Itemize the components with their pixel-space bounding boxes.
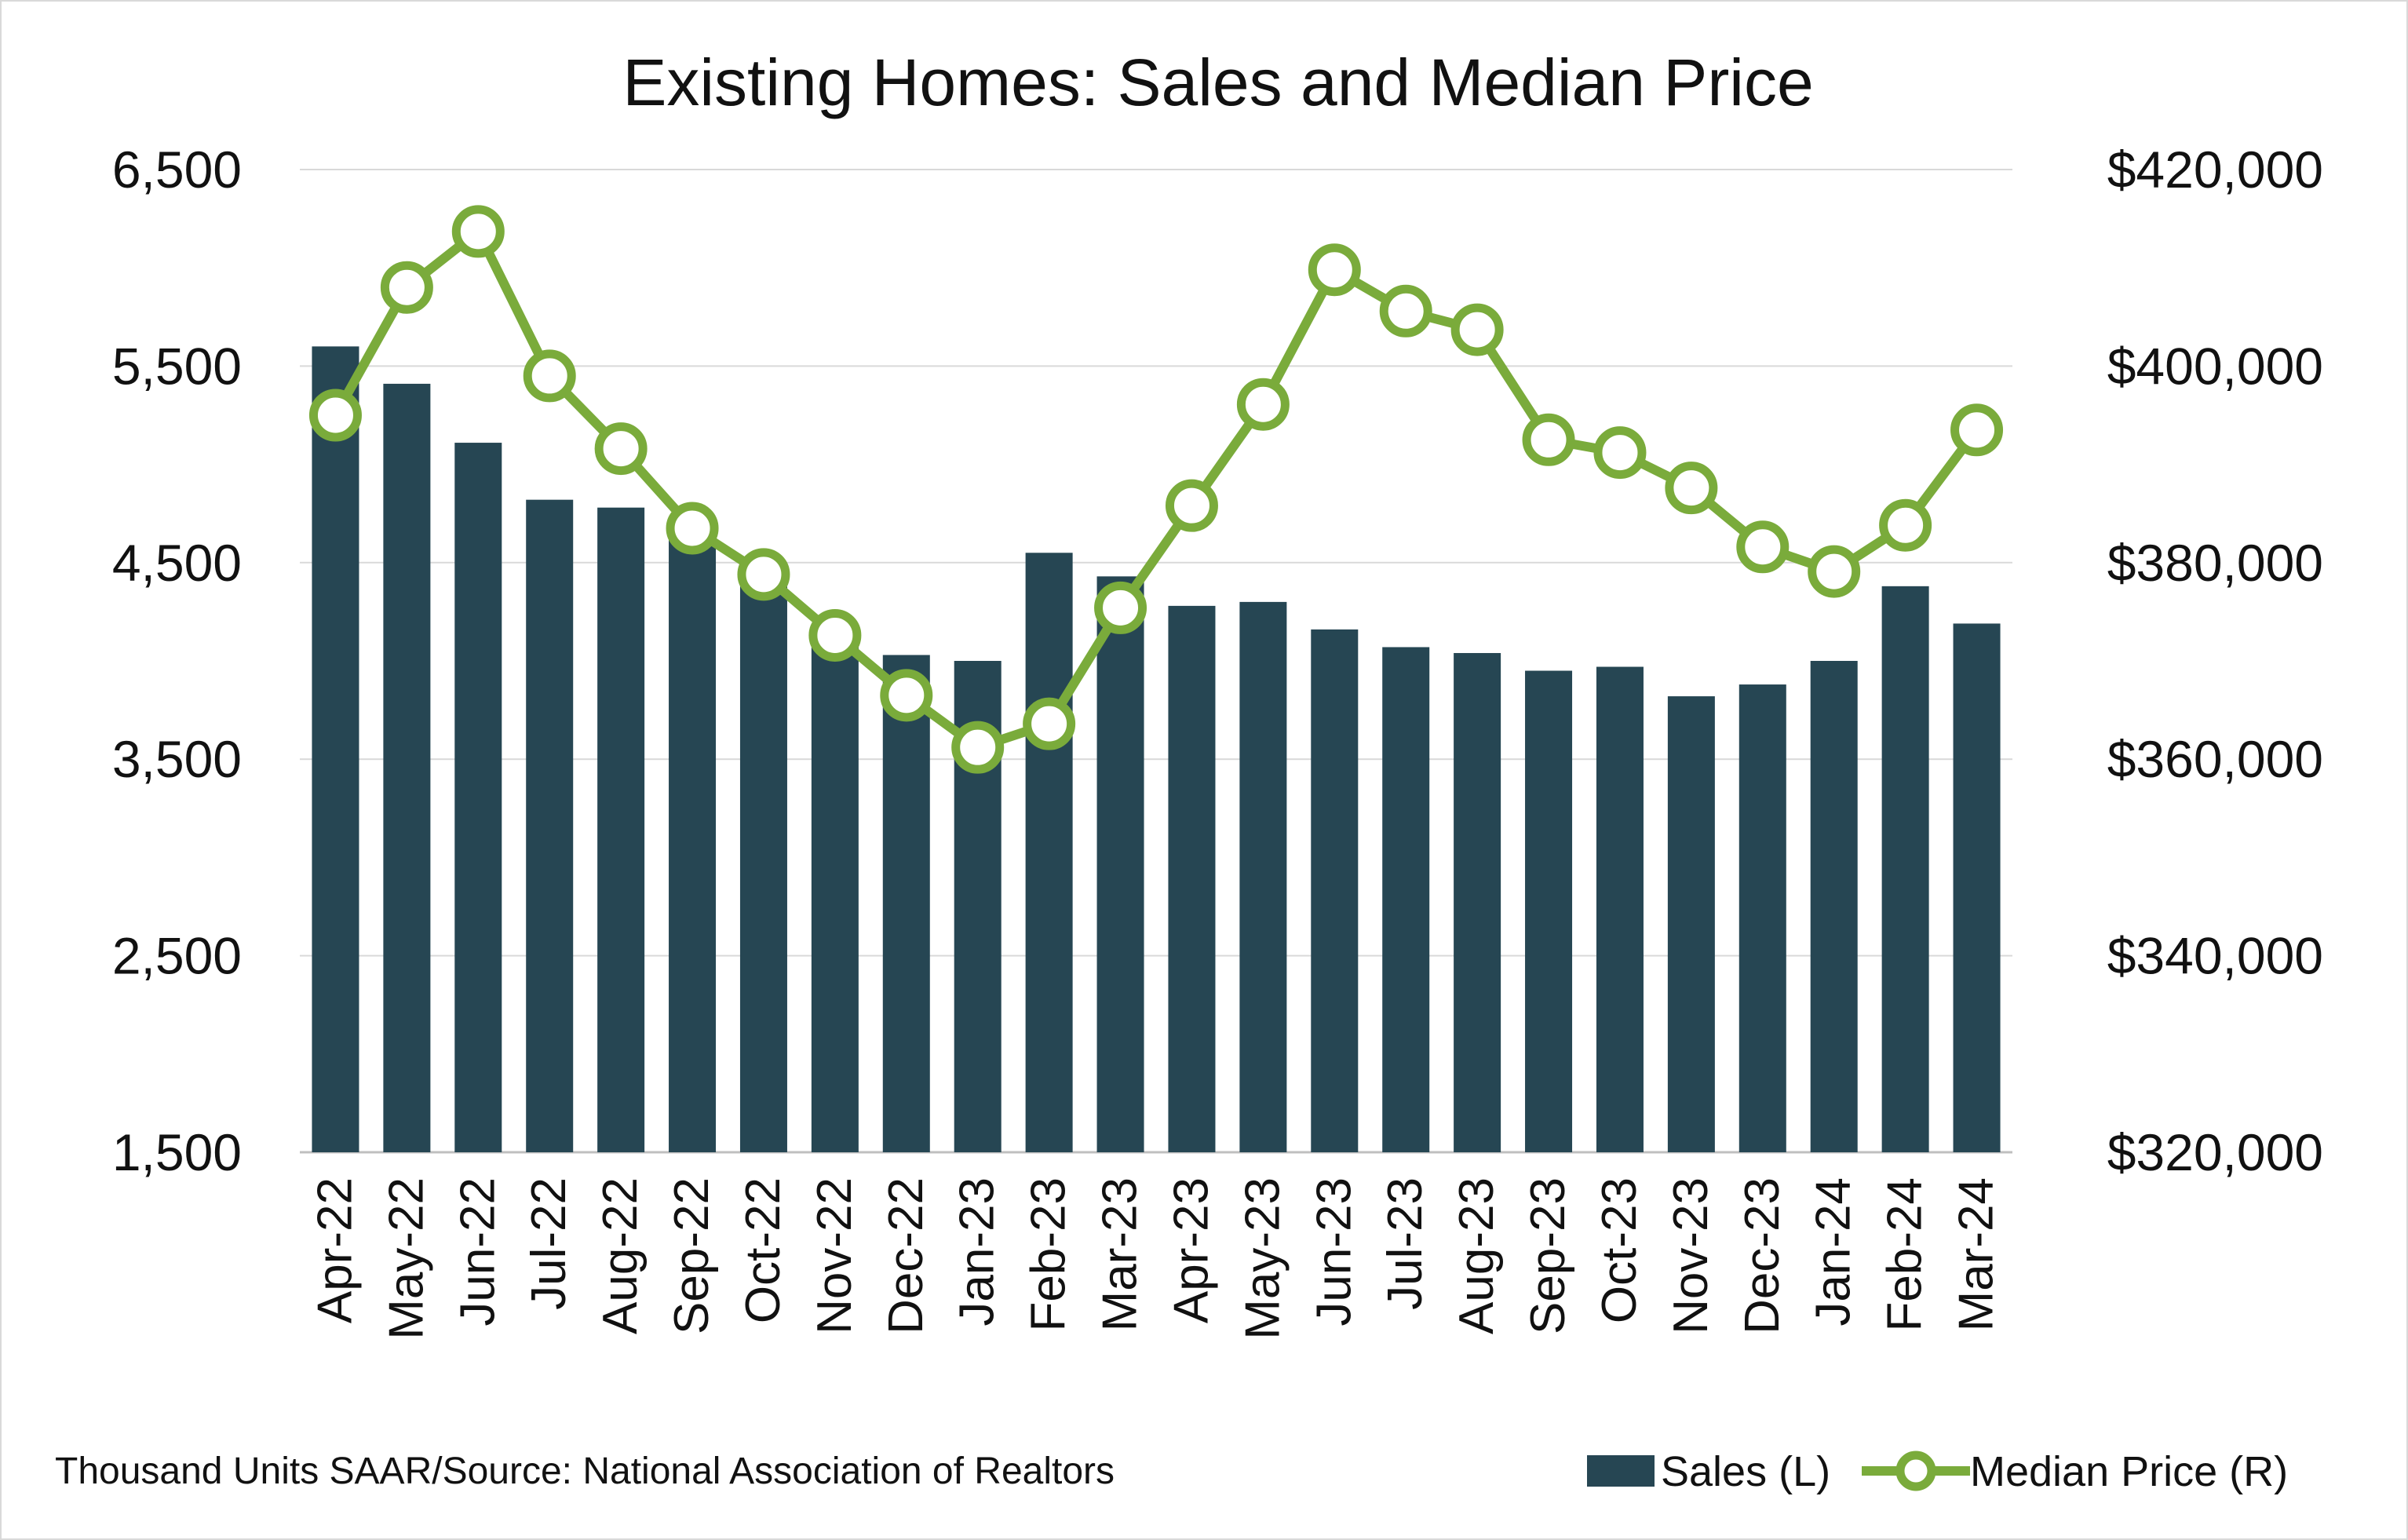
median-price-point xyxy=(1308,243,1361,297)
source-footnote: Thousand Units SAAR/Source: National Ass… xyxy=(55,1451,1115,1492)
sales-bar xyxy=(1382,647,1430,1152)
median-price-point xyxy=(451,205,505,258)
median-price-point xyxy=(1736,520,1790,574)
x-axis-tick-label: Nov-22 xyxy=(808,1177,862,1334)
median-price-point xyxy=(1165,479,1218,532)
sales-bar xyxy=(1239,601,1287,1152)
x-axis-tick-label: Sep-23 xyxy=(1521,1177,1575,1334)
median-price-point xyxy=(1593,426,1647,480)
x-axis-tick-label: May-23 xyxy=(1235,1177,1290,1340)
x-axis-tick-label: Feb-24 xyxy=(1878,1177,1932,1331)
sales-bar xyxy=(526,499,574,1152)
gridlines xyxy=(300,169,2012,1154)
median-price-point xyxy=(594,422,648,476)
left-axis-tick-label: 2,500 xyxy=(112,927,242,985)
median-price-point xyxy=(1379,284,1432,338)
sales-bar xyxy=(1953,623,2001,1152)
x-axis-tick-label: Sep-22 xyxy=(665,1177,719,1334)
x-axis-tick-label: Mar-23 xyxy=(1093,1177,1147,1331)
x-axis-tick-label: Nov-23 xyxy=(1664,1177,1718,1334)
right-axis-tick-label: $380,000 xyxy=(2107,534,2323,592)
x-axis-tick-label: Jan-24 xyxy=(1807,1177,1861,1327)
x-axis-tick-label: Oct-23 xyxy=(1593,1177,1647,1323)
x-axis-tick-label: Apr-22 xyxy=(308,1177,362,1323)
median-price-path xyxy=(331,226,1981,753)
sales-bar xyxy=(811,643,859,1152)
median-price-point xyxy=(1023,697,1076,750)
sales-bar xyxy=(1525,670,1573,1152)
median-price-point xyxy=(1879,498,1932,552)
x-axis-tick-label: Apr-23 xyxy=(1164,1177,1218,1323)
sales-bar xyxy=(1810,661,1858,1152)
legend-price-marker xyxy=(1895,1451,1936,1491)
sales-bar xyxy=(739,576,787,1152)
x-axis-tick-label: Jun-23 xyxy=(1307,1177,1361,1327)
median-price-point xyxy=(1450,303,1504,356)
x-axis-tick-label: Aug-22 xyxy=(593,1177,648,1334)
chart-legend: Sales (L) Median Price (R) xyxy=(1587,1448,2288,1495)
right-axis-tick-label: $340,000 xyxy=(2107,927,2323,985)
sales-bar xyxy=(882,655,930,1152)
sales-bar xyxy=(1881,586,1929,1152)
median-price-point xyxy=(1522,413,1575,466)
left-axis-tick-label: 6,500 xyxy=(112,140,242,199)
x-axis-tick-label: Jul-23 xyxy=(1378,1177,1432,1310)
right-axis-tick-label: $360,000 xyxy=(2107,730,2323,788)
left-axis-tick-label: 1,500 xyxy=(112,1123,242,1181)
x-axis-tick-label: Dec-22 xyxy=(879,1177,933,1334)
median-price-point xyxy=(380,261,433,314)
sales-bar xyxy=(1454,652,1501,1152)
median-price-point xyxy=(808,608,862,662)
sales-bar xyxy=(597,507,645,1152)
sales-bar xyxy=(383,383,431,1152)
median-price-point xyxy=(308,389,362,442)
x-axis-tick-label: Mar-24 xyxy=(1950,1177,2004,1331)
median-price-point xyxy=(666,502,719,555)
x-axis-tick-label: Jun-22 xyxy=(451,1177,505,1327)
legend-sales-label: Sales (L) xyxy=(1661,1448,1830,1495)
x-axis-tick-label: Aug-23 xyxy=(1450,1177,1504,1334)
x-axis-tick-label: Jan-23 xyxy=(950,1177,1005,1327)
left-axis-tick-label: 5,500 xyxy=(112,337,242,395)
sales-bar xyxy=(1739,684,1786,1152)
left-axis-tick-label: 3,500 xyxy=(112,730,242,788)
left-axis-ticks: 1,500 2,500 3,500 4,500 5,500 6,500 xyxy=(112,140,242,1181)
right-axis-ticks: $320,000 $340,000 $360,000 $380,000 $400,000… xyxy=(2107,140,2323,1181)
median-price-point xyxy=(523,349,576,403)
median-price-point xyxy=(880,669,933,722)
legend-sales-swatch xyxy=(1587,1455,1655,1487)
x-axis-tick-label: Dec-23 xyxy=(1735,1177,1790,1334)
sales-bar xyxy=(1025,553,1073,1152)
median-price-point xyxy=(951,721,1005,774)
left-axis-tick-label: 4,500 xyxy=(112,534,242,592)
sales-bar xyxy=(454,443,502,1152)
median-price-point xyxy=(737,548,790,601)
sales-bar xyxy=(669,523,717,1152)
x-axis-tick-label: Oct-22 xyxy=(736,1177,790,1323)
median-price-point xyxy=(1236,378,1290,431)
sales-bar xyxy=(312,346,359,1152)
legend-price-label: Median Price (R) xyxy=(1970,1448,2288,1495)
sales-bar xyxy=(1096,576,1144,1152)
sales-bar xyxy=(1311,629,1359,1152)
chart-title: Existing Homes: Sales and Median Price xyxy=(622,46,1813,119)
x-axis-ticks: Apr-22 May-22 Jun-22 Jul-22 Aug-22 Sep-22 Oct-… xyxy=(308,1177,2003,1340)
sales-bar xyxy=(1596,666,1644,1152)
median-price-point xyxy=(1808,545,1861,598)
right-axis-tick-label: $420,000 xyxy=(2107,140,2323,199)
x-axis-tick-label: May-22 xyxy=(379,1177,433,1340)
right-axis-tick-label: $320,000 xyxy=(2107,1123,2323,1181)
median-price-point xyxy=(1094,581,1147,634)
right-axis-tick-label: $400,000 xyxy=(2107,337,2323,395)
median-price-line xyxy=(308,205,2004,774)
median-price-point xyxy=(1950,403,2004,457)
x-axis-tick-label: Feb-23 xyxy=(1022,1177,1076,1331)
sales-bar xyxy=(1667,696,1715,1152)
x-axis-tick-label: Jul-22 xyxy=(522,1177,576,1310)
sales-bars xyxy=(312,346,2001,1152)
sales-bar xyxy=(1168,605,1216,1152)
median-price-point xyxy=(1665,462,1718,515)
